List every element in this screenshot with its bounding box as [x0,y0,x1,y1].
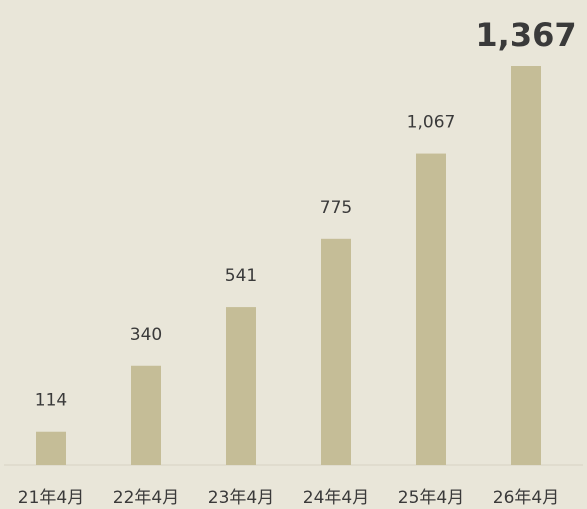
bar [131,365,161,465]
x-tick-label: 22年4月 [113,488,179,508]
x-tick-label: 23年4月 [208,488,274,508]
value-label: 340 [130,325,162,345]
x-tick-label: 25年4月 [398,488,464,508]
bar [226,307,256,465]
bar [416,153,446,465]
x-tick-label: 24年4月 [303,488,369,508]
bar [511,66,541,465]
value-label: 1,367 [475,16,576,54]
bar [36,431,66,465]
value-label: 114 [35,391,67,411]
value-label: 775 [320,198,352,218]
value-label: 1,067 [407,113,456,133]
x-tick-label: 21年4月 [18,488,84,508]
x-tick-label: 26年4月 [493,488,559,508]
value-label: 541 [225,266,257,286]
bar [321,238,351,465]
